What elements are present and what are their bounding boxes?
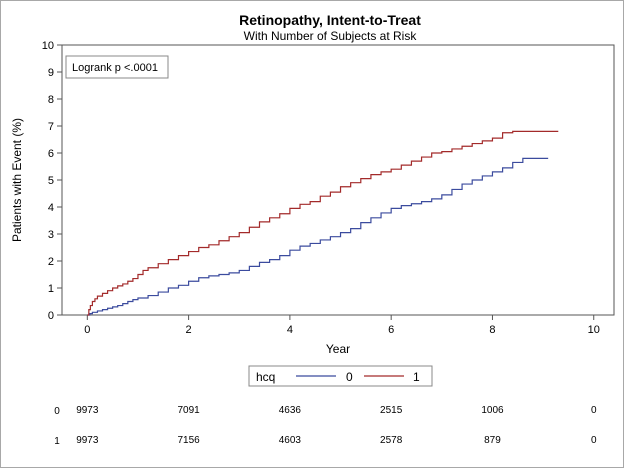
y-tick-label: 6 [48,148,54,160]
at-risk-value: 9973 [76,435,99,446]
x-tick-label: 8 [489,324,495,336]
x-tick-label: 6 [388,324,394,336]
y-tick-label: 10 [42,40,54,52]
y-axis-label: Patients with Event (%) [10,118,24,242]
logrank-annotation: Logrank p <.0001 [72,62,158,74]
y-tick-label: 9 [48,67,54,79]
y-tick-label: 5 [48,175,54,187]
legend-box [248,365,433,387]
legend: hcq 0 1 [248,365,433,387]
y-tick-label: 4 [48,202,54,214]
y-axis: 0 1 2 3 4 5 6 7 8 9 10 [42,40,62,322]
legend-title: hcq [256,370,275,384]
at-risk-value: 2578 [380,435,403,446]
series-lines [87,130,559,316]
chart-title: Retinopathy, Intent-to-Treat [239,12,421,28]
plot-area [61,44,615,316]
y-tick-label: 7 [48,121,54,133]
x-tick-label: 2 [186,324,192,336]
y-tick-label: 2 [48,256,54,268]
at-risk-value: 2515 [380,405,403,416]
chart-subtitle: With Number of Subjects at Risk [244,29,418,43]
series-line-0 [87,157,549,316]
at-risk-value: 0 [591,435,597,446]
x-axis: 0 2 4 6 8 10 [84,315,600,336]
at-risk-table: 0 9973 7091 4636 2515 1006 0 1 9973 7156 4603 2578 8… [54,405,597,447]
y-tick-label: 8 [48,94,54,106]
x-tick-label: 0 [84,324,90,336]
at-risk-group-label: 1 [54,436,60,447]
series-line-1 [87,130,559,316]
at-risk-value: 7091 [177,405,200,416]
at-risk-value: 879 [484,435,501,446]
at-risk-value: 1006 [481,405,504,416]
at-risk-group-label: 0 [54,406,60,417]
at-risk-value: 9973 [76,405,99,416]
legend-entry-1: 1 [413,370,420,384]
legend-entry-0: 0 [346,370,353,384]
at-risk-value: 4636 [279,405,302,416]
x-axis-label: Year [326,342,350,356]
x-tick-label: 4 [287,324,293,336]
y-tick-label: 0 [48,310,54,322]
x-tick-label: 10 [588,324,600,336]
y-tick-label: 3 [48,229,54,241]
at-risk-value: 7156 [177,435,200,446]
at-risk-value: 0 [591,405,597,416]
at-risk-value: 4603 [279,435,302,446]
logrank-box [65,55,169,79]
y-tick-label: 1 [48,283,54,295]
